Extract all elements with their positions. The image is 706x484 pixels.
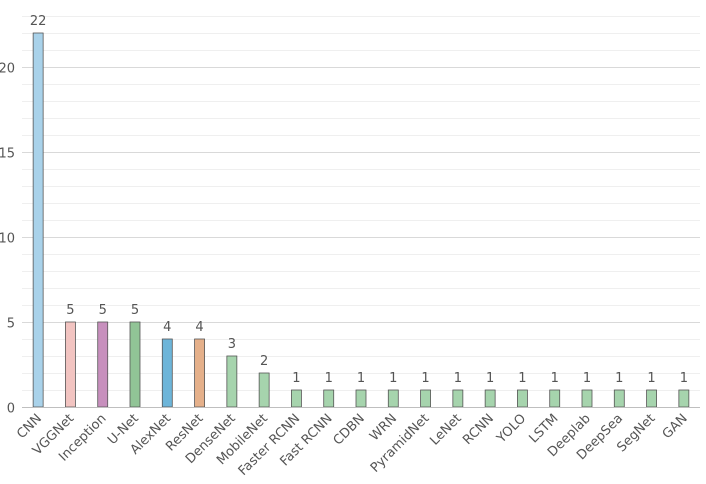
bar-resnet	[194, 338, 205, 408]
y-axis-ticks: 0 5 10 15 20	[0, 62, 15, 417]
category-label: LeNet	[427, 411, 464, 448]
category-label: RCNN	[460, 411, 497, 448]
bar-faster-rcnn	[291, 389, 302, 408]
data-label: 2	[260, 354, 268, 369]
data-label: 1	[421, 371, 429, 386]
bar-pyramidnet	[420, 389, 431, 408]
data-label: 1	[389, 371, 397, 386]
bar-yolo	[517, 389, 528, 408]
data-label: 3	[228, 337, 236, 352]
y-tick-label: 10	[0, 232, 15, 247]
y-tick-label: 5	[7, 317, 15, 332]
bar-cnn	[32, 32, 44, 408]
data-label: 22	[30, 14, 47, 29]
data-label: 1	[680, 371, 688, 386]
data-label: 5	[99, 303, 107, 318]
data-label: 1	[486, 371, 494, 386]
data-label: 1	[615, 371, 623, 386]
data-label: 5	[131, 303, 139, 318]
y-tick-label: 0	[7, 402, 15, 417]
category-label: YOLO	[494, 411, 530, 447]
bar-deeplab	[581, 389, 593, 408]
bar-densenet	[226, 355, 238, 408]
data-label: 4	[163, 320, 171, 335]
x-axis-categories: CNNVGGNetInceptionU-NetAlexNetResNetDens…	[14, 411, 690, 479]
data-label: 1	[647, 371, 655, 386]
data-label: 1	[325, 371, 333, 386]
bar-vggnet	[65, 321, 76, 408]
y-tick-label: 20	[0, 62, 15, 77]
bar-lstm	[549, 389, 561, 408]
bar-segnet	[646, 389, 657, 408]
bar-alexnet	[161, 338, 173, 408]
bar-fast-rcnn	[323, 389, 335, 408]
bar-inception	[97, 321, 109, 408]
bar-gan	[678, 389, 690, 408]
bar-wrn	[387, 389, 399, 408]
data-label: 1	[292, 371, 300, 386]
category-label: CDBN	[331, 411, 368, 448]
y-tick-label: 15	[0, 147, 15, 162]
data-label: 1	[357, 371, 365, 386]
gridlines	[22, 16, 700, 391]
bar-cdbn	[355, 389, 367, 408]
bar-u-net	[129, 321, 141, 408]
data-label: 1	[583, 371, 591, 386]
bar-lenet	[452, 389, 464, 408]
data-label: 1	[518, 371, 526, 386]
bar-deepsea	[613, 389, 625, 408]
bar-rcnn	[484, 389, 496, 408]
bar-mobilenet	[258, 372, 270, 408]
data-label: 4	[195, 320, 203, 335]
data-label: 5	[66, 303, 74, 318]
data-labels: 22 5 5 5 4 4 3 2 1 1 1 1 1 1 1 1 1 1 1 1 1	[30, 14, 688, 386]
category-label: GAN	[660, 411, 691, 442]
data-label: 1	[551, 371, 559, 386]
data-label: 1	[454, 371, 462, 386]
